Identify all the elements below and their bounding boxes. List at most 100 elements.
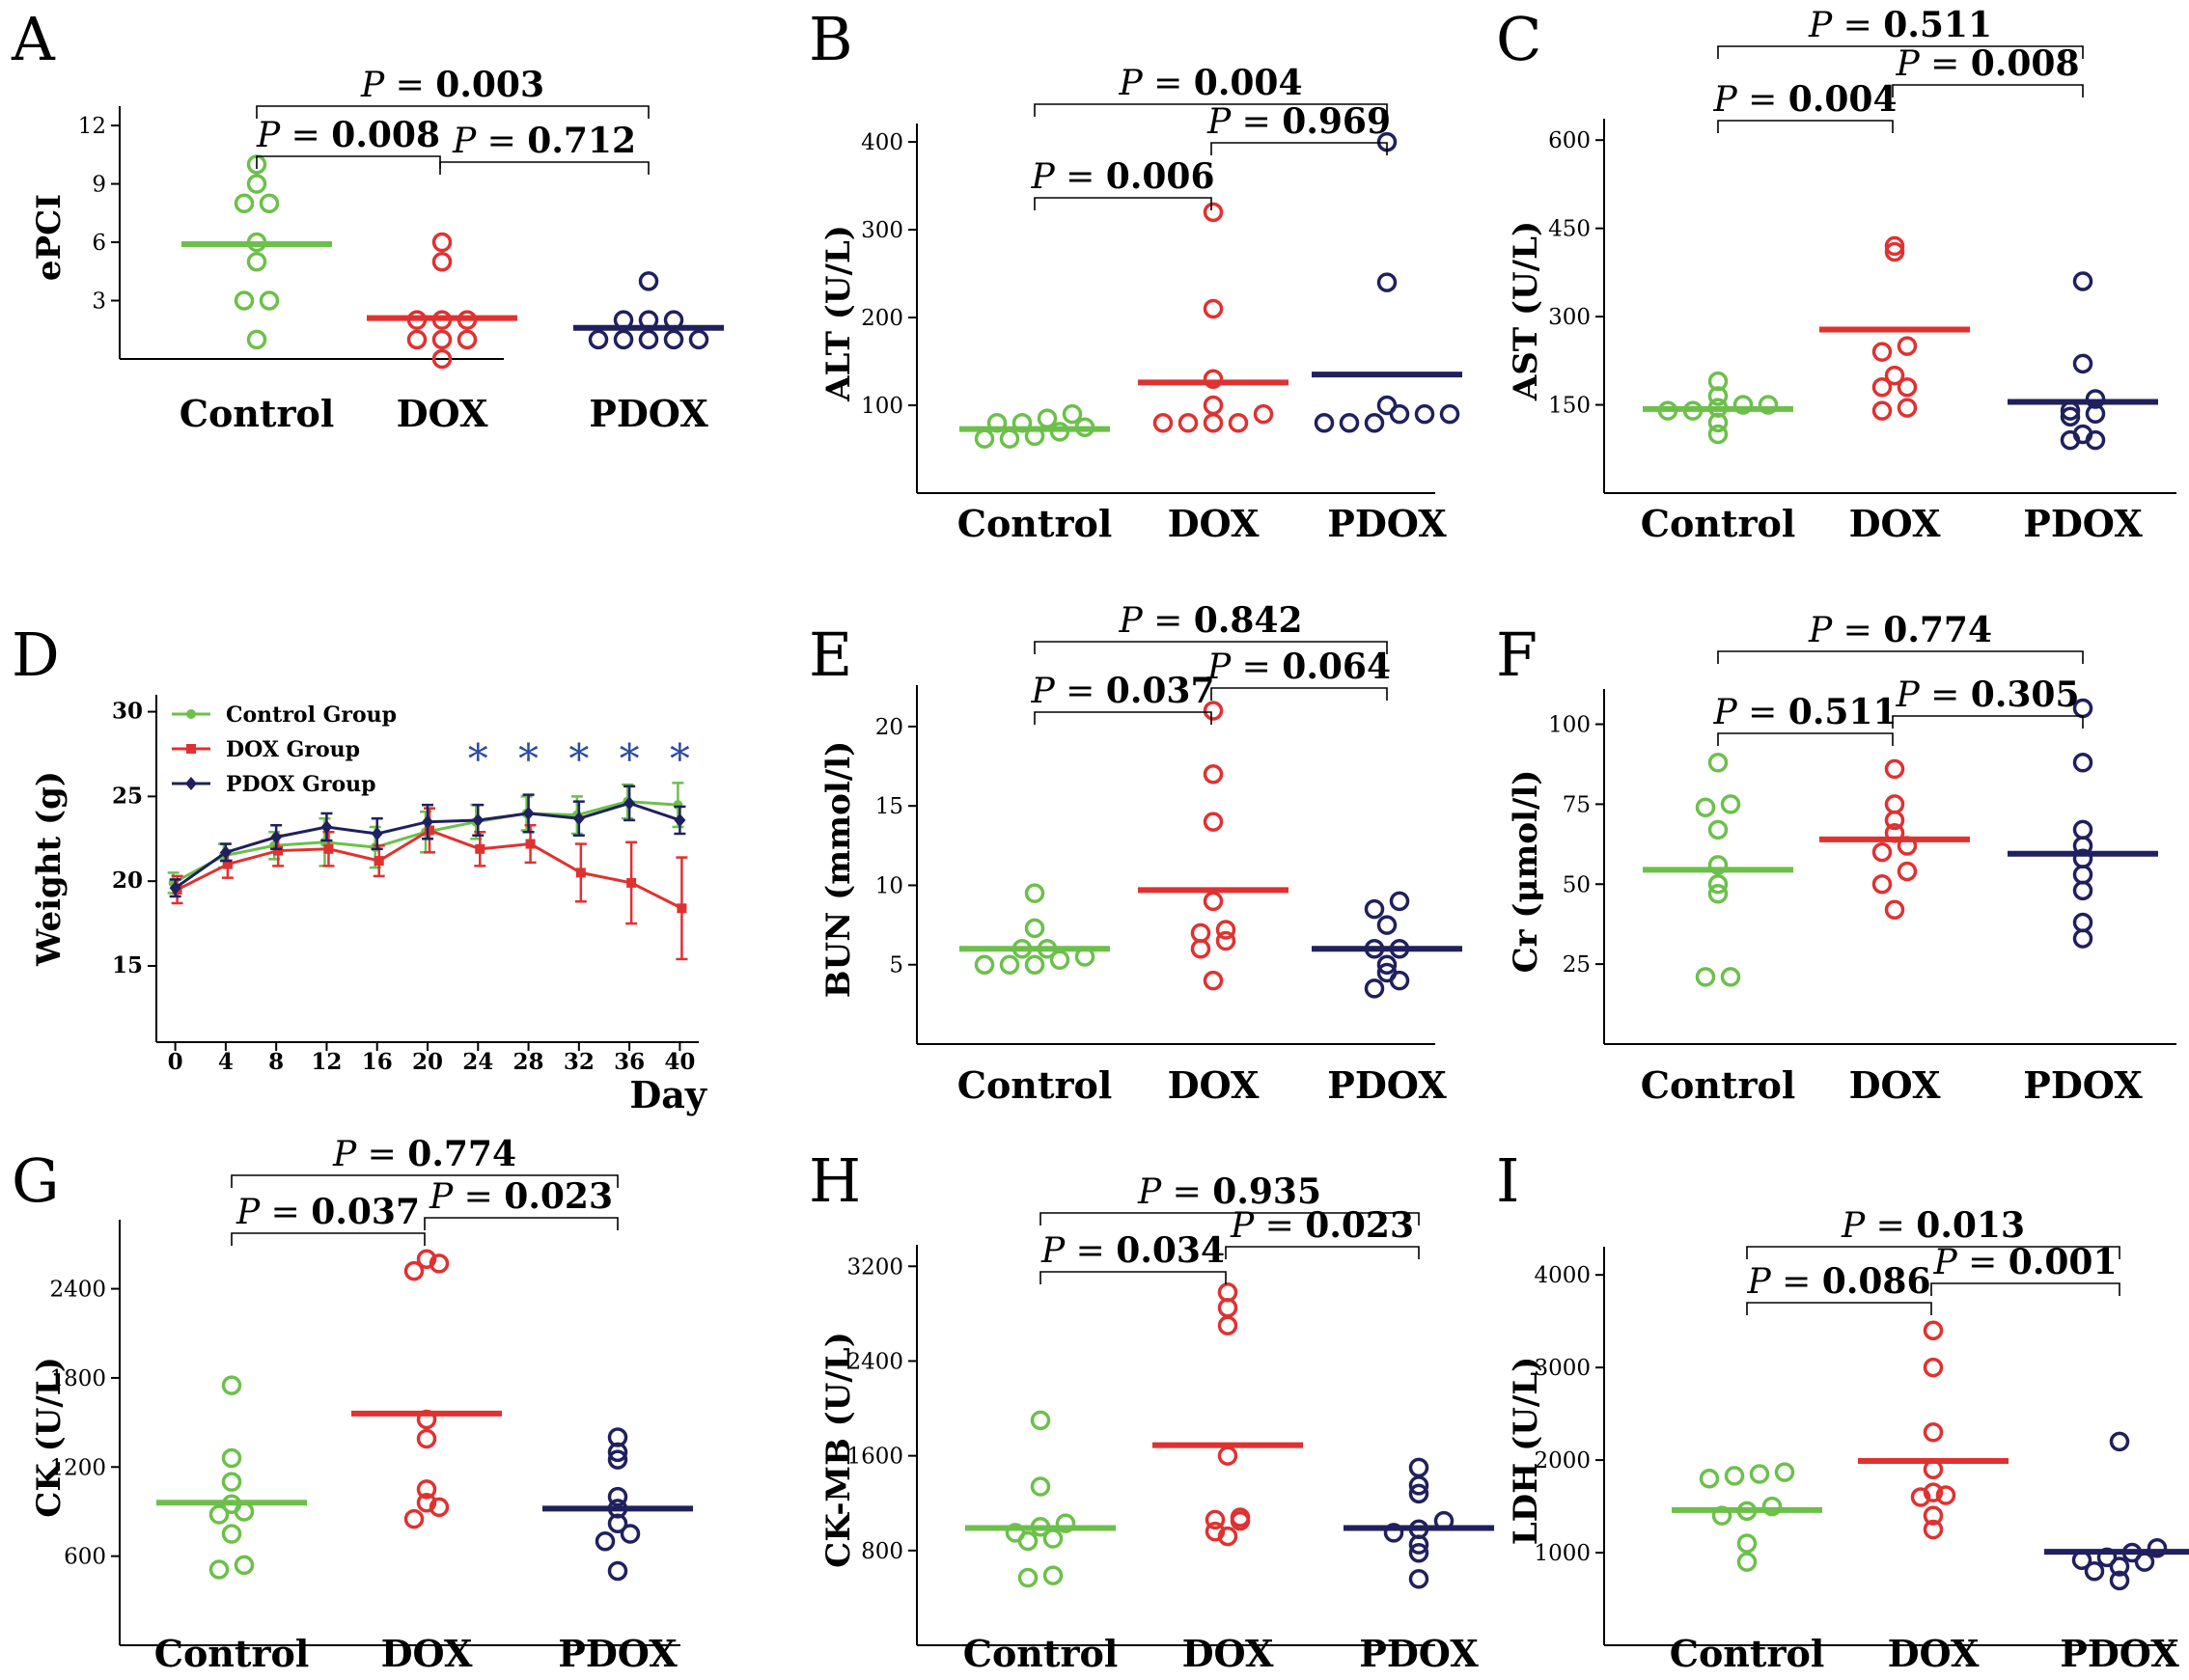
- category-label-dox: DOX: [397, 392, 488, 435]
- p-value: 0.037: [1106, 671, 1215, 711]
- data-point-pdox: [607, 1442, 628, 1463]
- significance-bracket: [1034, 641, 1388, 654]
- data-point-control: [1707, 874, 1729, 895]
- y-axis-label: Cr (μmol/l): [1507, 770, 1545, 974]
- y-tick-label: 1600: [846, 1445, 903, 1470]
- p-value-label: P = 0.003: [360, 65, 544, 105]
- p-value-label: P = 0.008: [1895, 43, 2079, 84]
- series-marker-pdox: [371, 827, 383, 840]
- data-point-control: [221, 1447, 242, 1469]
- data-point-control: [1042, 1529, 1064, 1549]
- p-value: 0.006: [1106, 156, 1215, 197]
- significance-bracket: [1717, 120, 1894, 133]
- panel-c: C 150 300 450 600 AST (U/L) Control DOX PDOX P = …: [1496, 4, 2176, 545]
- panel-b: B 100 200 300 400 ALT (U/L) Control DOX PDOX P = …: [809, 4, 1462, 545]
- series-marker-pdox: [270, 830, 283, 844]
- category-label-dox: DOX: [1849, 1063, 1941, 1107]
- x-tick-label: 40: [664, 1049, 695, 1075]
- x-axis-label: Day: [629, 1073, 707, 1116]
- significance-bracket: [1225, 1246, 1420, 1259]
- y-tick-label: 3200: [846, 1254, 903, 1280]
- data-point-control: [221, 1472, 242, 1492]
- data-point-control: [208, 1504, 230, 1525]
- data-point-pdox: [1376, 272, 1398, 292]
- y-axis-label: CK (U/L): [30, 1357, 69, 1518]
- data-point-pdox: [1414, 403, 1435, 425]
- data-point-control: [1055, 1513, 1076, 1533]
- y-tick-label: 25: [112, 783, 143, 809]
- data-point-pdox: [1408, 1475, 1429, 1496]
- series-marker-dox: [525, 839, 536, 849]
- data-point-pdox: [2109, 1431, 2130, 1452]
- x-tick-label: 28: [513, 1049, 544, 1075]
- p-symbol: P =: [1206, 102, 1282, 142]
- significance-bracket: [231, 1232, 426, 1246]
- p-value-label: P = 0.001: [1932, 1242, 2117, 1282]
- y-tick-label: 25: [1563, 952, 1591, 978]
- y-tick-label: 15: [112, 952, 143, 978]
- data-point-dox: [1884, 810, 1905, 831]
- p-value-label: P = 0.935: [1137, 1171, 1321, 1212]
- y-tick-label: 9: [92, 173, 106, 198]
- panel-letter: C: [1496, 4, 1541, 74]
- x-tick-label: 36: [614, 1049, 645, 1075]
- data-point-pdox: [1439, 403, 1460, 425]
- p-value: 0.086: [1822, 1261, 1931, 1302]
- p-value-label: P = 0.006: [1030, 156, 1214, 197]
- y-tick-label: 600: [64, 1545, 106, 1570]
- y-tick-label: 15: [875, 794, 903, 819]
- category-label-control: Control: [1641, 502, 1796, 545]
- data-point-dox: [1253, 403, 1274, 425]
- data-point-dox: [431, 348, 453, 370]
- p-value: 0.004: [1788, 79, 1898, 120]
- category-label-control: Control: [1670, 1632, 1825, 1675]
- y-tick-label: 3: [92, 289, 106, 315]
- data-point-pdox: [1389, 891, 1410, 912]
- data-point-dox: [457, 329, 478, 350]
- y-tick-label: 100: [1548, 713, 1591, 738]
- p-value: 0.034: [1116, 1230, 1225, 1271]
- p-value: 0.008: [331, 115, 440, 155]
- data-point-pdox: [1376, 915, 1398, 935]
- category-label-pdox: PDOX: [1359, 1632, 1479, 1675]
- series-marker-pdox: [320, 819, 333, 834]
- x-tick-label: 16: [362, 1049, 393, 1075]
- p-symbol: P =: [256, 116, 331, 155]
- significance-bracket: [1034, 711, 1212, 725]
- data-point-dox: [431, 329, 453, 350]
- data-point-dox: [1203, 412, 1224, 433]
- y-axis-label: AST (U/L): [1507, 221, 1545, 401]
- p-symbol: P =: [236, 1193, 311, 1232]
- data-point-control: [1736, 1533, 1758, 1554]
- p-value: 0.001: [2009, 1242, 2118, 1282]
- p-symbol: P =: [452, 122, 527, 161]
- series-marker-pdox: [522, 806, 535, 820]
- significance-bracket: [1039, 1271, 1227, 1284]
- series-marker-pdox: [674, 812, 686, 827]
- data-point-pdox: [2109, 1570, 2130, 1591]
- data-point-pdox: [2147, 1538, 2168, 1558]
- category-label-pdox: PDOX: [589, 392, 708, 435]
- p-symbol: P =: [1808, 6, 1883, 45]
- data-point-dox: [1884, 794, 1905, 814]
- data-point-pdox: [1339, 412, 1360, 433]
- data-point-control: [1761, 1496, 1783, 1517]
- p-value: 0.969: [1282, 101, 1391, 142]
- data-point-pdox: [1408, 1543, 1429, 1563]
- data-point-pdox: [2072, 753, 2093, 773]
- data-point-dox: [1203, 298, 1224, 319]
- series-marker-dox: [626, 877, 637, 888]
- p-value: 0.004: [1194, 63, 1303, 103]
- y-axis-label: BUN (mmol/l): [819, 741, 858, 998]
- category-label-dox: DOX: [1888, 1632, 1980, 1675]
- data-point-dox: [1205, 1521, 1226, 1542]
- data-point-control: [1695, 967, 1716, 987]
- y-tick-label: 1000: [1534, 1541, 1591, 1566]
- data-point-control: [1062, 403, 1083, 425]
- data-point-dox: [1871, 377, 1893, 398]
- panel-letter: A: [11, 4, 56, 74]
- category-label-control: Control: [180, 392, 335, 435]
- data-point-pdox: [1408, 1483, 1429, 1504]
- significance-bracket: [1034, 197, 1212, 210]
- y-tick-label: 1200: [49, 1455, 106, 1480]
